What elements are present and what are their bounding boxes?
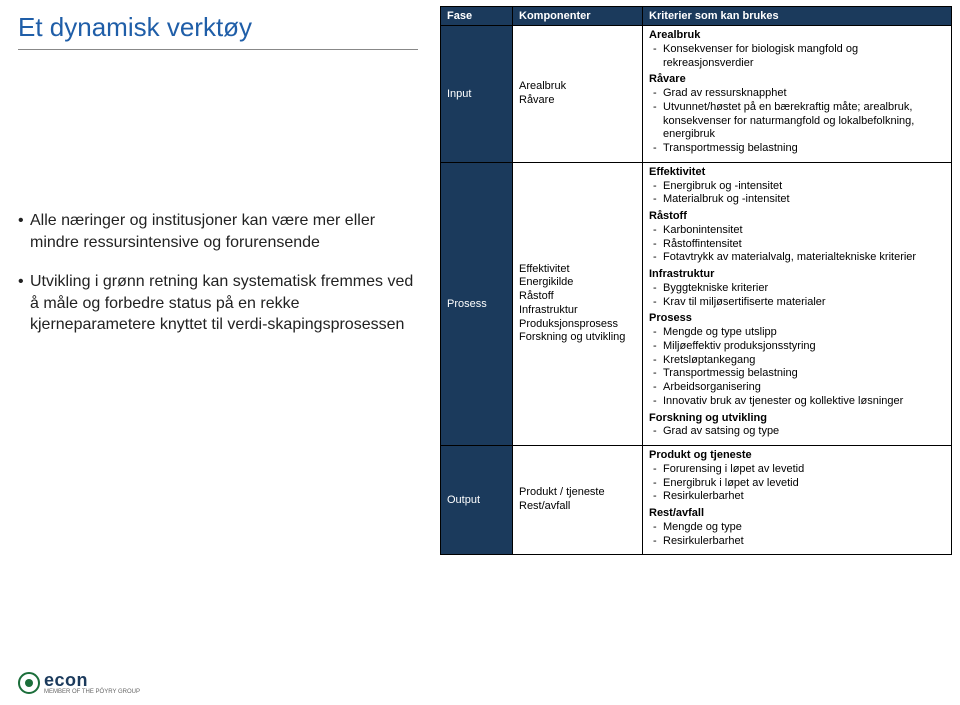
logo-mark-icon xyxy=(18,672,40,694)
criteria-table-wrap: Fase Komponenter Kriterier som kan bruke… xyxy=(440,6,952,555)
phase-cell: Prosess xyxy=(441,162,513,445)
phase-cell: Output xyxy=(441,446,513,555)
criteria-table: Fase Komponenter Kriterier som kan bruke… xyxy=(440,6,952,555)
bullet-marker: • xyxy=(18,271,30,336)
logo-text: econ xyxy=(44,670,140,691)
logo-subtext: MEMBER OF THE PÖYRY GROUP xyxy=(44,689,140,695)
table-row: ProsessEffektivitetEnergikildeRåstoffInf… xyxy=(441,162,952,445)
criteria-cell: ArealbrukKonsekvenser for biologisk mang… xyxy=(643,26,952,163)
components-cell: ArealbrukRåvare xyxy=(513,26,643,163)
bullet-item: • Utvikling i grønn retning kan systemat… xyxy=(18,271,418,336)
bullet-marker: • xyxy=(18,210,30,253)
col-header-components: Komponenter xyxy=(513,7,643,26)
phase-cell: Input xyxy=(441,26,513,163)
table-header-row: Fase Komponenter Kriterier som kan bruke… xyxy=(441,7,952,26)
table-row: OutputProdukt / tjenesteRest/avfallProdu… xyxy=(441,446,952,555)
bullet-item: • Alle næringer og institusjoner kan vær… xyxy=(18,210,418,253)
components-cell: Produkt / tjenesteRest/avfall xyxy=(513,446,643,555)
col-header-phase: Fase xyxy=(441,7,513,26)
bullet-text: Utvikling i grønn retning kan systematis… xyxy=(30,271,418,336)
components-cell: EffektivitetEnergikildeRåstoffInfrastruk… xyxy=(513,162,643,445)
bullet-text: Alle næringer og institusjoner kan være … xyxy=(30,210,418,253)
footer-logo: econ MEMBER OF THE PÖYRY GROUP xyxy=(18,670,140,695)
bullet-list: • Alle næringer og institusjoner kan vær… xyxy=(18,210,418,354)
col-header-criteria: Kriterier som kan brukes xyxy=(643,7,952,26)
criteria-cell: EffektivitetEnergibruk og -intensitetMat… xyxy=(643,162,952,445)
criteria-cell: Produkt og tjenesteForurensing i løpet a… xyxy=(643,446,952,555)
table-row: InputArealbrukRåvareArealbrukKonsekvense… xyxy=(441,26,952,163)
title-divider xyxy=(18,49,418,50)
